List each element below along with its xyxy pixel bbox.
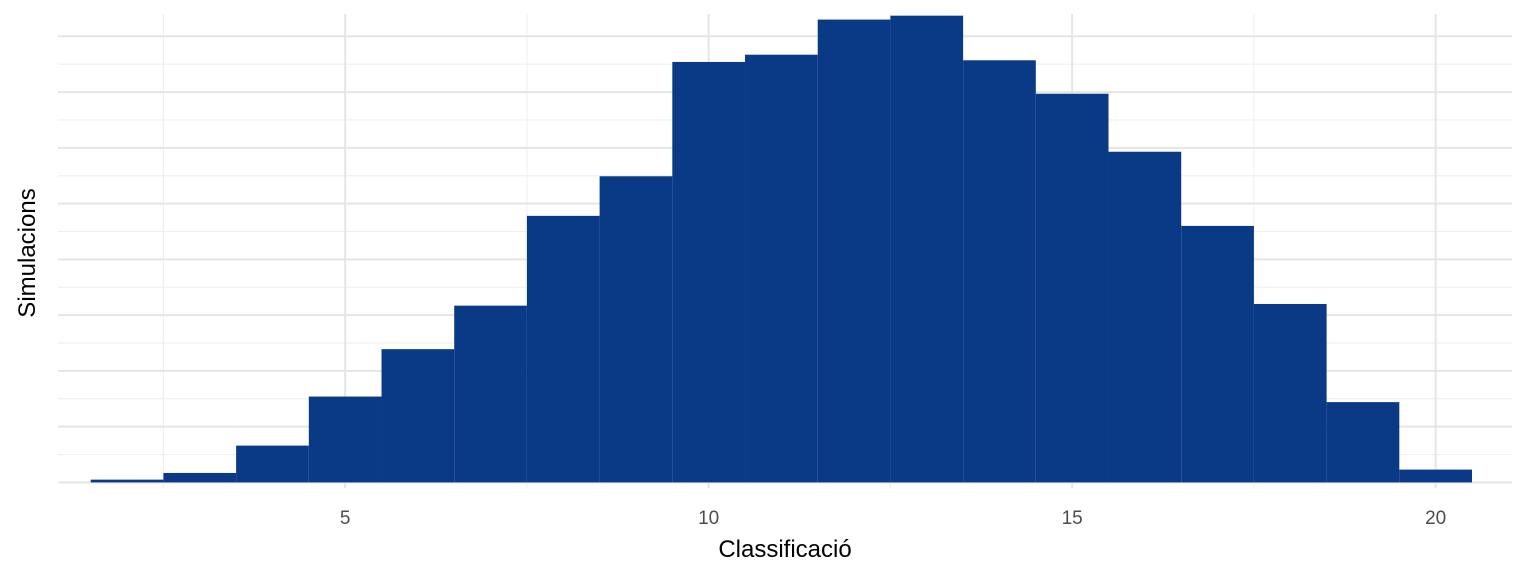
histogram-bar [599,176,673,483]
x-tick-label: 5 [340,508,351,529]
histogram-bar [817,19,891,483]
histogram-bar [526,215,600,483]
histogram-bars [90,15,1473,483]
histogram-bar [1253,303,1327,483]
histogram-bar [1108,151,1182,483]
x-axis-title: Classificació [718,536,851,563]
histogram-bar [1035,93,1109,483]
histogram-bar [236,445,309,483]
histogram-bar [1181,225,1254,483]
x-tick-label: 20 [1425,508,1446,529]
histogram-bar [890,15,964,483]
histogram-bar [90,479,164,483]
histogram-bar [308,396,382,483]
histogram-bar [381,349,455,483]
x-tick-labels: 5 10 15 20 [340,508,1446,529]
histogram-bar [672,61,746,483]
histogram-bar [745,54,818,483]
x-tick-label: 15 [1062,508,1083,529]
y-axis-title: Simulacions [14,188,41,317]
histogram-bar [454,305,527,483]
x-tick-label: 10 [698,508,719,529]
histogram-bar [1399,469,1473,483]
histogram-bar [1326,402,1400,483]
histogram-bar [963,60,1036,483]
histogram-bar [163,472,237,483]
